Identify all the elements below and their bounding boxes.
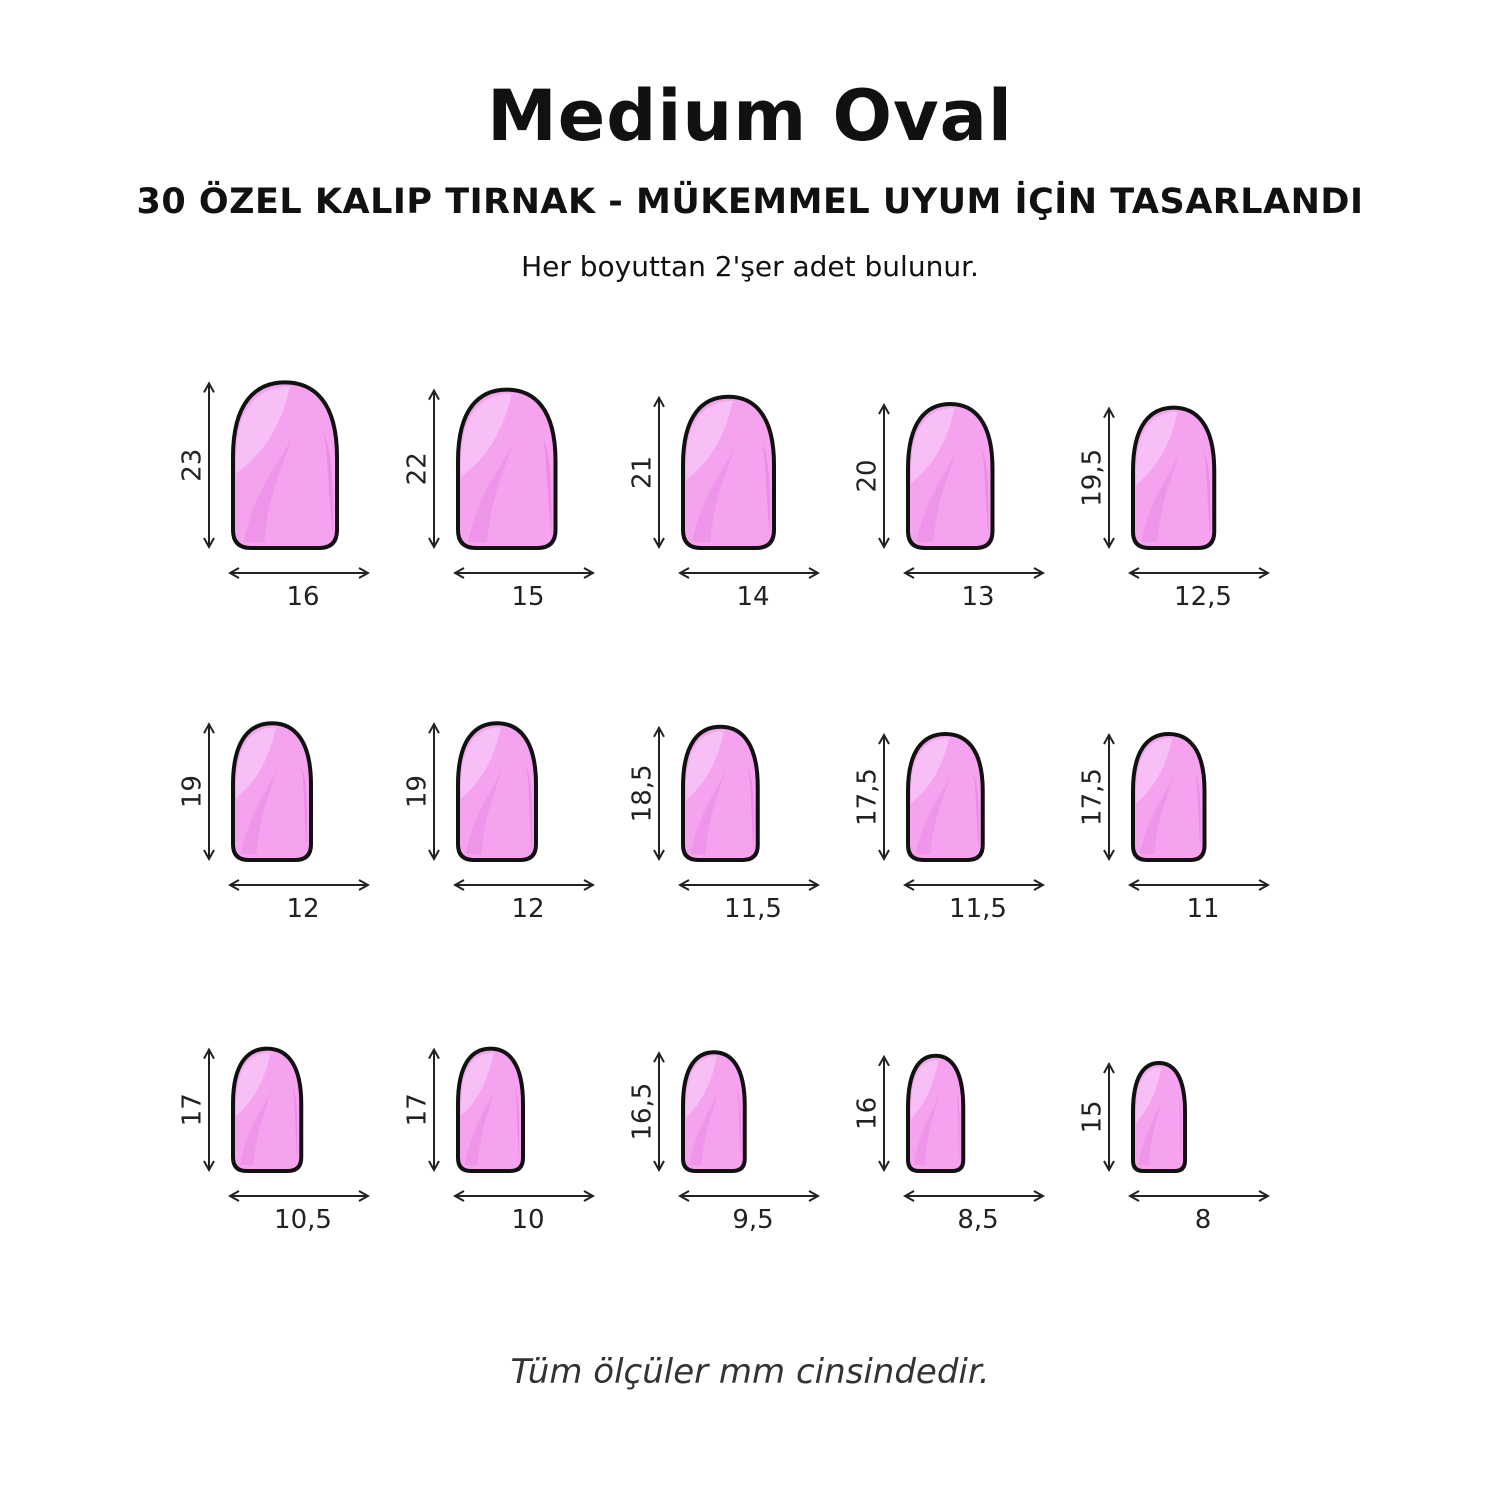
width-label: 11,5	[949, 894, 1007, 924]
nail-shade	[540, 433, 552, 536]
width-label: 10	[511, 1205, 544, 1235]
nail-swoosh	[240, 753, 282, 854]
width-label: 8,5	[957, 1205, 998, 1235]
nail-shade	[746, 764, 754, 850]
height-label: 19	[178, 775, 208, 808]
height-label: 17,5	[1078, 768, 1108, 826]
nail-highlight	[236, 1052, 271, 1116]
height-label: 17	[178, 1093, 208, 1126]
nail-highlight	[911, 408, 955, 484]
height-label: 17	[403, 1093, 433, 1126]
nail-item: 18,5 11,5	[628, 724, 818, 924]
nail-swoosh	[913, 1081, 943, 1165]
nail-shade	[299, 761, 308, 850]
width-label: 13	[961, 582, 994, 612]
nail-item: 17,5 11	[1078, 731, 1268, 924]
page-title: Medium Oval	[487, 75, 1013, 157]
nail-shade	[954, 1088, 960, 1162]
height-label: 22	[403, 452, 433, 485]
width-label: 10,5	[274, 1205, 332, 1235]
height-label: 17,5	[853, 768, 883, 826]
width-label: 12	[286, 894, 319, 924]
height-label: 21	[628, 456, 658, 489]
nail-highlight	[1136, 1067, 1162, 1123]
nail-shade	[979, 444, 989, 537]
nail-shade	[760, 439, 771, 536]
width-label: 9,5	[732, 1205, 773, 1235]
width-label: 14	[736, 582, 769, 612]
width-label: 11	[1186, 894, 1219, 924]
nail-shade	[291, 1082, 298, 1162]
width-label: 8	[1195, 1205, 1212, 1235]
nail-item: 22 15	[403, 387, 593, 612]
width-label: 16	[286, 582, 319, 612]
units-footer: Tüm ölçüler mm cinsindedir.	[510, 1352, 990, 1392]
nail-highlight	[461, 393, 512, 477]
nail-shade	[1202, 446, 1211, 537]
page-subtitle: 30 ÖZEL KALIP TIRNAK - MÜKEMMEL UYUM İÇİ…	[136, 182, 1364, 222]
height-label: 23	[178, 449, 208, 482]
nail-swoosh	[915, 761, 955, 854]
nail-swoosh	[692, 430, 740, 542]
width-label: 12	[511, 894, 544, 924]
nail-highlight	[1136, 738, 1173, 804]
nail-swoosh	[467, 424, 519, 542]
width-label: 15	[511, 582, 544, 612]
nail-shade	[971, 769, 979, 850]
nail-shade	[735, 1085, 741, 1162]
nail-swoosh	[1138, 1086, 1166, 1165]
nail-highlight	[236, 386, 291, 474]
nail-item: 23 16	[178, 380, 368, 612]
nail-highlight	[911, 1059, 939, 1120]
width-label: 12,5	[1174, 582, 1232, 612]
height-label: 16,5	[628, 1083, 658, 1141]
nail-swoosh	[1140, 761, 1178, 854]
height-label: 18,5	[628, 764, 658, 822]
height-label: 15	[1078, 1100, 1108, 1133]
nail-highlight	[911, 738, 950, 804]
nail-item: 17 10,5	[178, 1046, 368, 1235]
nail-shade	[1177, 1093, 1182, 1163]
nail-shade	[1193, 769, 1201, 850]
nail-shade	[321, 428, 333, 535]
nail-shade	[513, 1082, 520, 1162]
nail-highlight	[461, 727, 501, 799]
width-label: 11,5	[724, 894, 782, 924]
nail-highlight	[461, 1052, 494, 1116]
nail-swoosh	[690, 756, 730, 854]
height-label: 19	[403, 775, 433, 808]
nail-swoosh	[243, 418, 298, 542]
height-label: 20	[853, 459, 883, 492]
nail-swoosh	[464, 1075, 499, 1165]
nail-item: 16,5 9,5	[628, 1050, 818, 1235]
nail-item: 21 14	[628, 394, 818, 612]
nail-swoosh	[689, 1078, 722, 1165]
nail-item: 168,5	[853, 1053, 1043, 1235]
nail-item: 19,5 12,5	[1078, 405, 1268, 612]
height-label: 19,5	[1078, 449, 1108, 507]
quantity-note: Her boyuttan 2'şer adet bulunur.	[521, 250, 979, 283]
nail-item: 15 8	[1078, 1060, 1268, 1235]
nail-highlight	[686, 730, 725, 801]
nail-swoosh	[239, 1075, 276, 1165]
height-label: 16	[853, 1097, 883, 1130]
nail-shade	[524, 761, 533, 850]
nail-swoosh	[916, 435, 961, 542]
nail-highlight	[1136, 411, 1178, 485]
nail-item: 17,5 11,5	[853, 731, 1043, 924]
nail-swoosh	[465, 753, 507, 854]
nail-swoosh	[1141, 438, 1184, 542]
nail-highlight	[686, 1056, 717, 1118]
nail-highlight	[686, 400, 734, 480]
nail-highlight	[236, 727, 276, 799]
